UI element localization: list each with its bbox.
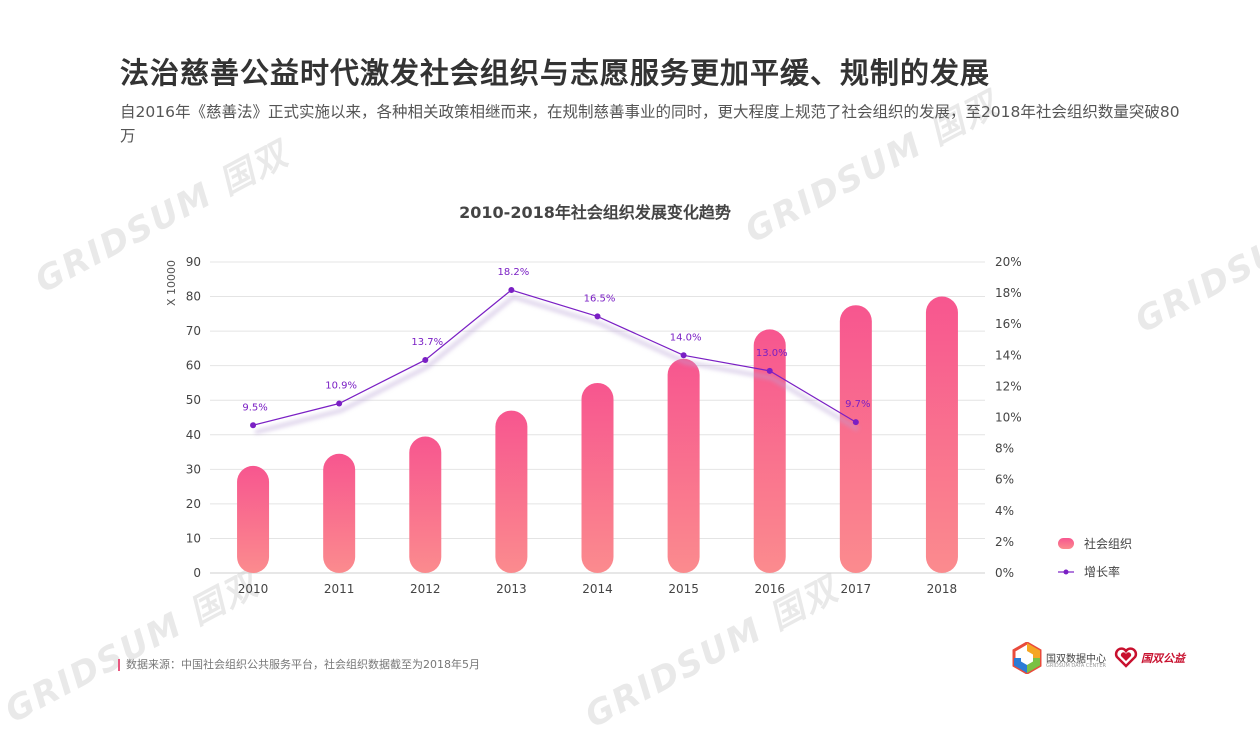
x-tick-label: 2013 <box>496 582 527 596</box>
legend-swatch-bar <box>1058 538 1074 549</box>
bar <box>237 465 270 573</box>
y-tick-label: 50 <box>186 393 201 407</box>
bar <box>495 410 528 573</box>
x-tick-label: 2012 <box>410 582 441 596</box>
bar <box>753 329 786 573</box>
growth-data-label: 10.9% <box>325 381 357 392</box>
y-tick-label: 20 <box>186 497 201 511</box>
growth-point <box>852 419 859 426</box>
y-tick-label: 40 <box>186 428 201 442</box>
page-title: 法治慈善公益时代激发社会组织与志愿服务更加平缓、规制的发展 <box>120 56 991 90</box>
source-note: 数据来源：中国社会组织公共服务平台，社会组织数据截至为2018年5月 <box>118 659 480 671</box>
y2-tick-label: 16% <box>995 317 1022 331</box>
x-tick-label: 2017 <box>841 582 872 596</box>
logo1-text: 国双数据中心 <box>1046 654 1106 665</box>
growth-point <box>508 286 515 293</box>
y-axis-label: X 10000 <box>165 260 178 306</box>
growth-data-label: 9.5% <box>242 402 267 413</box>
growth-point <box>422 356 429 363</box>
x-tick-label: 2011 <box>324 582 355 596</box>
y-tick-label: 70 <box>186 324 201 338</box>
x-tick-label: 2016 <box>754 582 785 596</box>
logo1-subtext: GRIDSUM DATA CENTER <box>1046 663 1106 669</box>
bar <box>581 382 614 573</box>
gridsum-data-center-logo-icon <box>1012 642 1042 674</box>
growth-point <box>594 313 601 320</box>
chart-title: 2010-2018年社会组织发展变化趋势 <box>459 203 731 222</box>
growth-data-label: 16.5% <box>584 293 616 304</box>
chart: 9.5% 10.9% 13.7% 18.2% 16.5% 14.0% 13.0% 9.7% 0… <box>165 255 1132 596</box>
y2-tick-label: 0% <box>995 566 1014 580</box>
y2-tick-label: 6% <box>995 473 1014 487</box>
y2-tick-label: 8% <box>995 442 1014 456</box>
legend-label-line: 增长率 <box>1084 564 1120 579</box>
y2-tick-label: 14% <box>995 348 1022 362</box>
bar <box>409 436 442 573</box>
y-tick-label: 30 <box>186 462 201 476</box>
y2-tick-label: 18% <box>995 286 1022 300</box>
growth-line <box>252 289 857 426</box>
y-tick-label: 10 <box>186 531 201 545</box>
y-tick-label: 80 <box>186 290 201 304</box>
y2-tick-label: 2% <box>995 535 1014 549</box>
x-tick-label: 2014 <box>582 582 613 596</box>
page-subtitle: 自2016年《慈善法》正式实施以来，各种相关政策相继而来，在规制慈善事业的同时，… <box>120 103 1180 145</box>
growth-data-label: 14.0% <box>670 332 702 343</box>
gridsum-charity-heart-icon <box>1114 647 1138 668</box>
legend-label-bar: 社会组织 <box>1084 536 1132 551</box>
y2-tick-label: 20% <box>995 255 1022 269</box>
growth-data-label: 18.2% <box>497 267 529 278</box>
y2-tick-label: 12% <box>995 379 1022 393</box>
growth-point <box>250 422 257 429</box>
growth-data-label: 9.7% <box>845 399 870 410</box>
y2-tick-label: 10% <box>995 411 1022 425</box>
y2-tick-label: 4% <box>995 504 1014 518</box>
logo2-text: 国双公益 <box>1141 652 1185 665</box>
legend-swatch-point <box>1063 569 1069 575</box>
bar <box>839 305 872 573</box>
x-tick-label: 2010 <box>238 582 269 596</box>
bar <box>667 358 700 573</box>
line-shadow <box>254 294 859 435</box>
growth-data-label: 13.0% <box>756 348 788 359</box>
growth-point <box>680 352 687 359</box>
x-tick-label: 2015 <box>668 582 699 596</box>
growth-point <box>766 367 773 374</box>
growth-point <box>336 400 343 407</box>
y-tick-label: 60 <box>186 359 201 373</box>
y-tick-label: 0 <box>193 566 201 580</box>
y-tick-label: 90 <box>186 255 201 269</box>
x-tick-label: 2018 <box>927 582 958 596</box>
growth-data-label: 13.7% <box>411 337 443 348</box>
bar <box>323 453 356 573</box>
bar <box>925 296 958 573</box>
